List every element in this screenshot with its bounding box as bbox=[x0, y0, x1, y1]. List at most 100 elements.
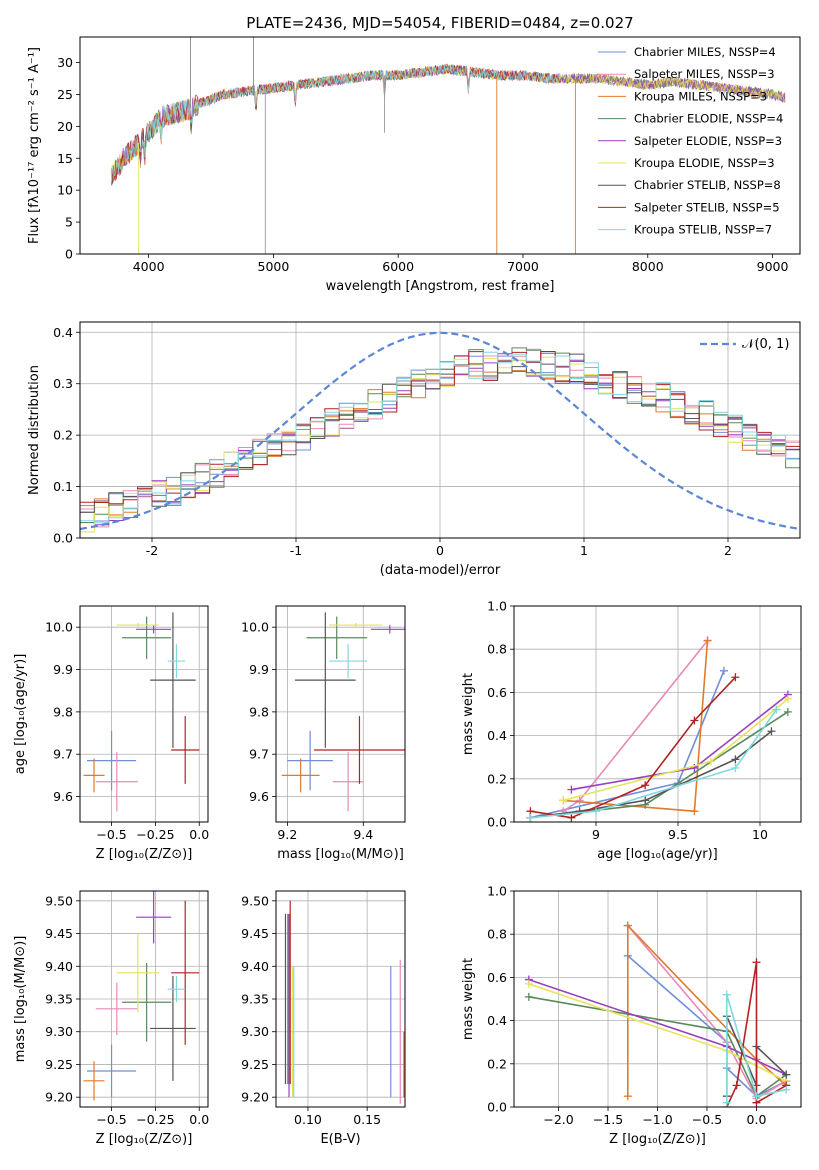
weight-line bbox=[530, 730, 772, 819]
x-tick-label: 0.15 bbox=[353, 1112, 381, 1127]
y-tick-label: 9.25 bbox=[45, 1057, 73, 1072]
weight-marker bbox=[731, 673, 740, 682]
weight-marker bbox=[524, 992, 533, 1001]
histogram-step bbox=[80, 351, 800, 524]
x-tick-label: 5000 bbox=[258, 259, 290, 274]
x-axis-label: E(B-V) bbox=[320, 1132, 360, 1147]
y-tick-label: 9.35 bbox=[45, 992, 73, 1007]
x-tick-label: 9.5 bbox=[668, 827, 688, 842]
y-tick-label: 0 bbox=[65, 247, 73, 262]
age-vs-Z-axes: −0.5 −0.25 0.0 9.6 9.7 9.8 9.9 10.0 Z [log₁₀(Z/Z… bbox=[13, 606, 209, 862]
y-tick-label: 9.6 bbox=[53, 789, 73, 804]
weight-vs-Z-frame bbox=[513, 890, 802, 1108]
y-tick-label: 0.2 bbox=[53, 428, 73, 443]
mass-vs-Z-points bbox=[83, 891, 200, 1101]
weight-marker bbox=[706, 757, 715, 766]
legend-label: Salpeter STELIB, NSSP=5 bbox=[634, 200, 780, 214]
x-tick-label: 9.4 bbox=[353, 827, 373, 842]
y-tick-label: 9.40 bbox=[241, 959, 269, 974]
y-axis-label: Flux [fλ10⁻¹⁷ erg cm⁻² s⁻¹ A⁻¹] bbox=[27, 47, 42, 244]
y-axis-label: mass [log₁₀(M/M⊙)] bbox=[13, 936, 28, 1063]
spectrum-line bbox=[110, 64, 561, 177]
histogram-step bbox=[80, 353, 800, 513]
weight-marker bbox=[526, 813, 535, 822]
weight-vs-age-lines bbox=[526, 636, 792, 822]
weight-marker bbox=[767, 727, 776, 736]
y-axis-label: Normed distribution bbox=[27, 365, 42, 495]
y-tick-label: 9.35 bbox=[241, 992, 269, 1007]
y-tick-label: 20 bbox=[57, 119, 73, 134]
y-tick-label: 15 bbox=[57, 151, 73, 166]
y-tick-label: 9.20 bbox=[241, 1090, 269, 1105]
x-tick-label: -2 bbox=[146, 543, 158, 558]
y-tick-label: 9.25 bbox=[241, 1057, 269, 1072]
y-tick-label: 0.1 bbox=[53, 479, 73, 494]
y-tick-label: 10.0 bbox=[45, 620, 73, 635]
y-tick-label: 5 bbox=[65, 215, 73, 230]
y-tick-label: 9.9 bbox=[53, 662, 73, 677]
y-tick-label: 0.4 bbox=[487, 1013, 507, 1028]
weight-vs-age-frame bbox=[513, 605, 802, 823]
y-tick-label: 0.4 bbox=[487, 728, 507, 743]
y-tick-label: 0.0 bbox=[487, 815, 507, 830]
x-tick-label: −0.5 bbox=[96, 1112, 126, 1127]
y-tick-label: 0.4 bbox=[53, 325, 73, 340]
x-tick-label: −0.25 bbox=[136, 827, 174, 842]
y-tick-label: 9.8 bbox=[249, 704, 269, 719]
y-tick-label: 25 bbox=[57, 87, 73, 102]
y-tick-label: 0.8 bbox=[487, 642, 507, 657]
x-axis-label: Z [log₁₀(Z/Z⊙)] bbox=[609, 1132, 706, 1147]
weight-marker bbox=[731, 764, 740, 772]
weight-line bbox=[571, 693, 789, 791]
mass-vs-EBV-axes: 0.10 0.15 9.20 9.25 9.30 9.35 9.40 9.45 9.50 E(B-… bbox=[241, 891, 405, 1147]
y-tick-label: 10 bbox=[57, 183, 73, 198]
x-tick-label: 0 bbox=[436, 543, 444, 558]
legend-label: Kroupa ELODIE, NSSP=3 bbox=[634, 156, 775, 170]
y-tick-label: 1.0 bbox=[487, 884, 507, 899]
y-tick-label: 10.0 bbox=[241, 620, 269, 635]
x-axis-label: Z [log₁₀(Z/Z⊙)] bbox=[96, 847, 193, 862]
age-vs-Z-frame bbox=[79, 605, 209, 823]
weight-line bbox=[530, 676, 736, 819]
mass-vs-Z-axes: −0.5 −0.25 0.0 9.20 9.25 9.30 9.35 9.40 9.45 9.50… bbox=[13, 891, 209, 1147]
x-tick-label: 0.0 bbox=[189, 1112, 209, 1127]
spectrum-line bbox=[110, 64, 786, 184]
y-tick-label: 9.45 bbox=[241, 926, 269, 941]
legend-label: Salpeter ELODIE, NSSP=3 bbox=[634, 134, 782, 148]
y-tick-label: 0.8 bbox=[487, 927, 507, 942]
legend-label: Chabrier ELODIE, NSSP=4 bbox=[634, 112, 783, 126]
weight-line bbox=[626, 923, 787, 1097]
legend-label: Chabrier MILES, NSSP=4 bbox=[634, 45, 776, 59]
y-tick-label: 1.0 bbox=[487, 599, 507, 614]
y-tick-label: 9.45 bbox=[45, 926, 73, 941]
weight-marker bbox=[641, 781, 650, 790]
mass-vs-EBV-frame bbox=[275, 890, 406, 1108]
age-vs-Z-points bbox=[83, 612, 200, 812]
x-tick-label: 0.0 bbox=[747, 1112, 767, 1127]
x-tick-label: 9.2 bbox=[277, 827, 297, 842]
x-tick-label: 6000 bbox=[382, 259, 414, 274]
spectrum-frame bbox=[79, 36, 801, 255]
weight-marker bbox=[731, 755, 740, 764]
spectrum-axes: 4000 5000 6000 7000 8000 9000 0 5 10 15 20 25 30 wave… bbox=[27, 47, 789, 294]
x-tick-label: 8000 bbox=[632, 259, 664, 274]
weight-line bbox=[530, 709, 778, 819]
x-axis-label: age [log₁₀(age/yr)] bbox=[597, 847, 718, 862]
weight-marker bbox=[567, 813, 576, 822]
weight-marker bbox=[524, 979, 533, 988]
x-tick-label: 2 bbox=[724, 543, 732, 558]
y-tick-label: 9.6 bbox=[249, 789, 269, 804]
weight-marker bbox=[782, 1085, 791, 1094]
residuals-axes: -2 -1 0 1 2 0.0 0.1 0.2 0.3 0.4 (data-model)/error… bbox=[27, 322, 800, 578]
y-tick-label: 9.50 bbox=[45, 893, 73, 908]
x-axis-label: Z [log₁₀(Z/Z⊙)] bbox=[96, 1132, 193, 1147]
weight-marker bbox=[690, 807, 699, 816]
spectrum-lines bbox=[110, 37, 786, 254]
x-axis-label: (data-model)/error bbox=[380, 563, 501, 578]
weight-marker bbox=[782, 1070, 791, 1079]
x-tick-label: −0.25 bbox=[136, 1112, 174, 1127]
weight-line bbox=[725, 994, 787, 1103]
weight-marker bbox=[623, 921, 632, 930]
y-tick-label: 9.7 bbox=[249, 747, 269, 762]
